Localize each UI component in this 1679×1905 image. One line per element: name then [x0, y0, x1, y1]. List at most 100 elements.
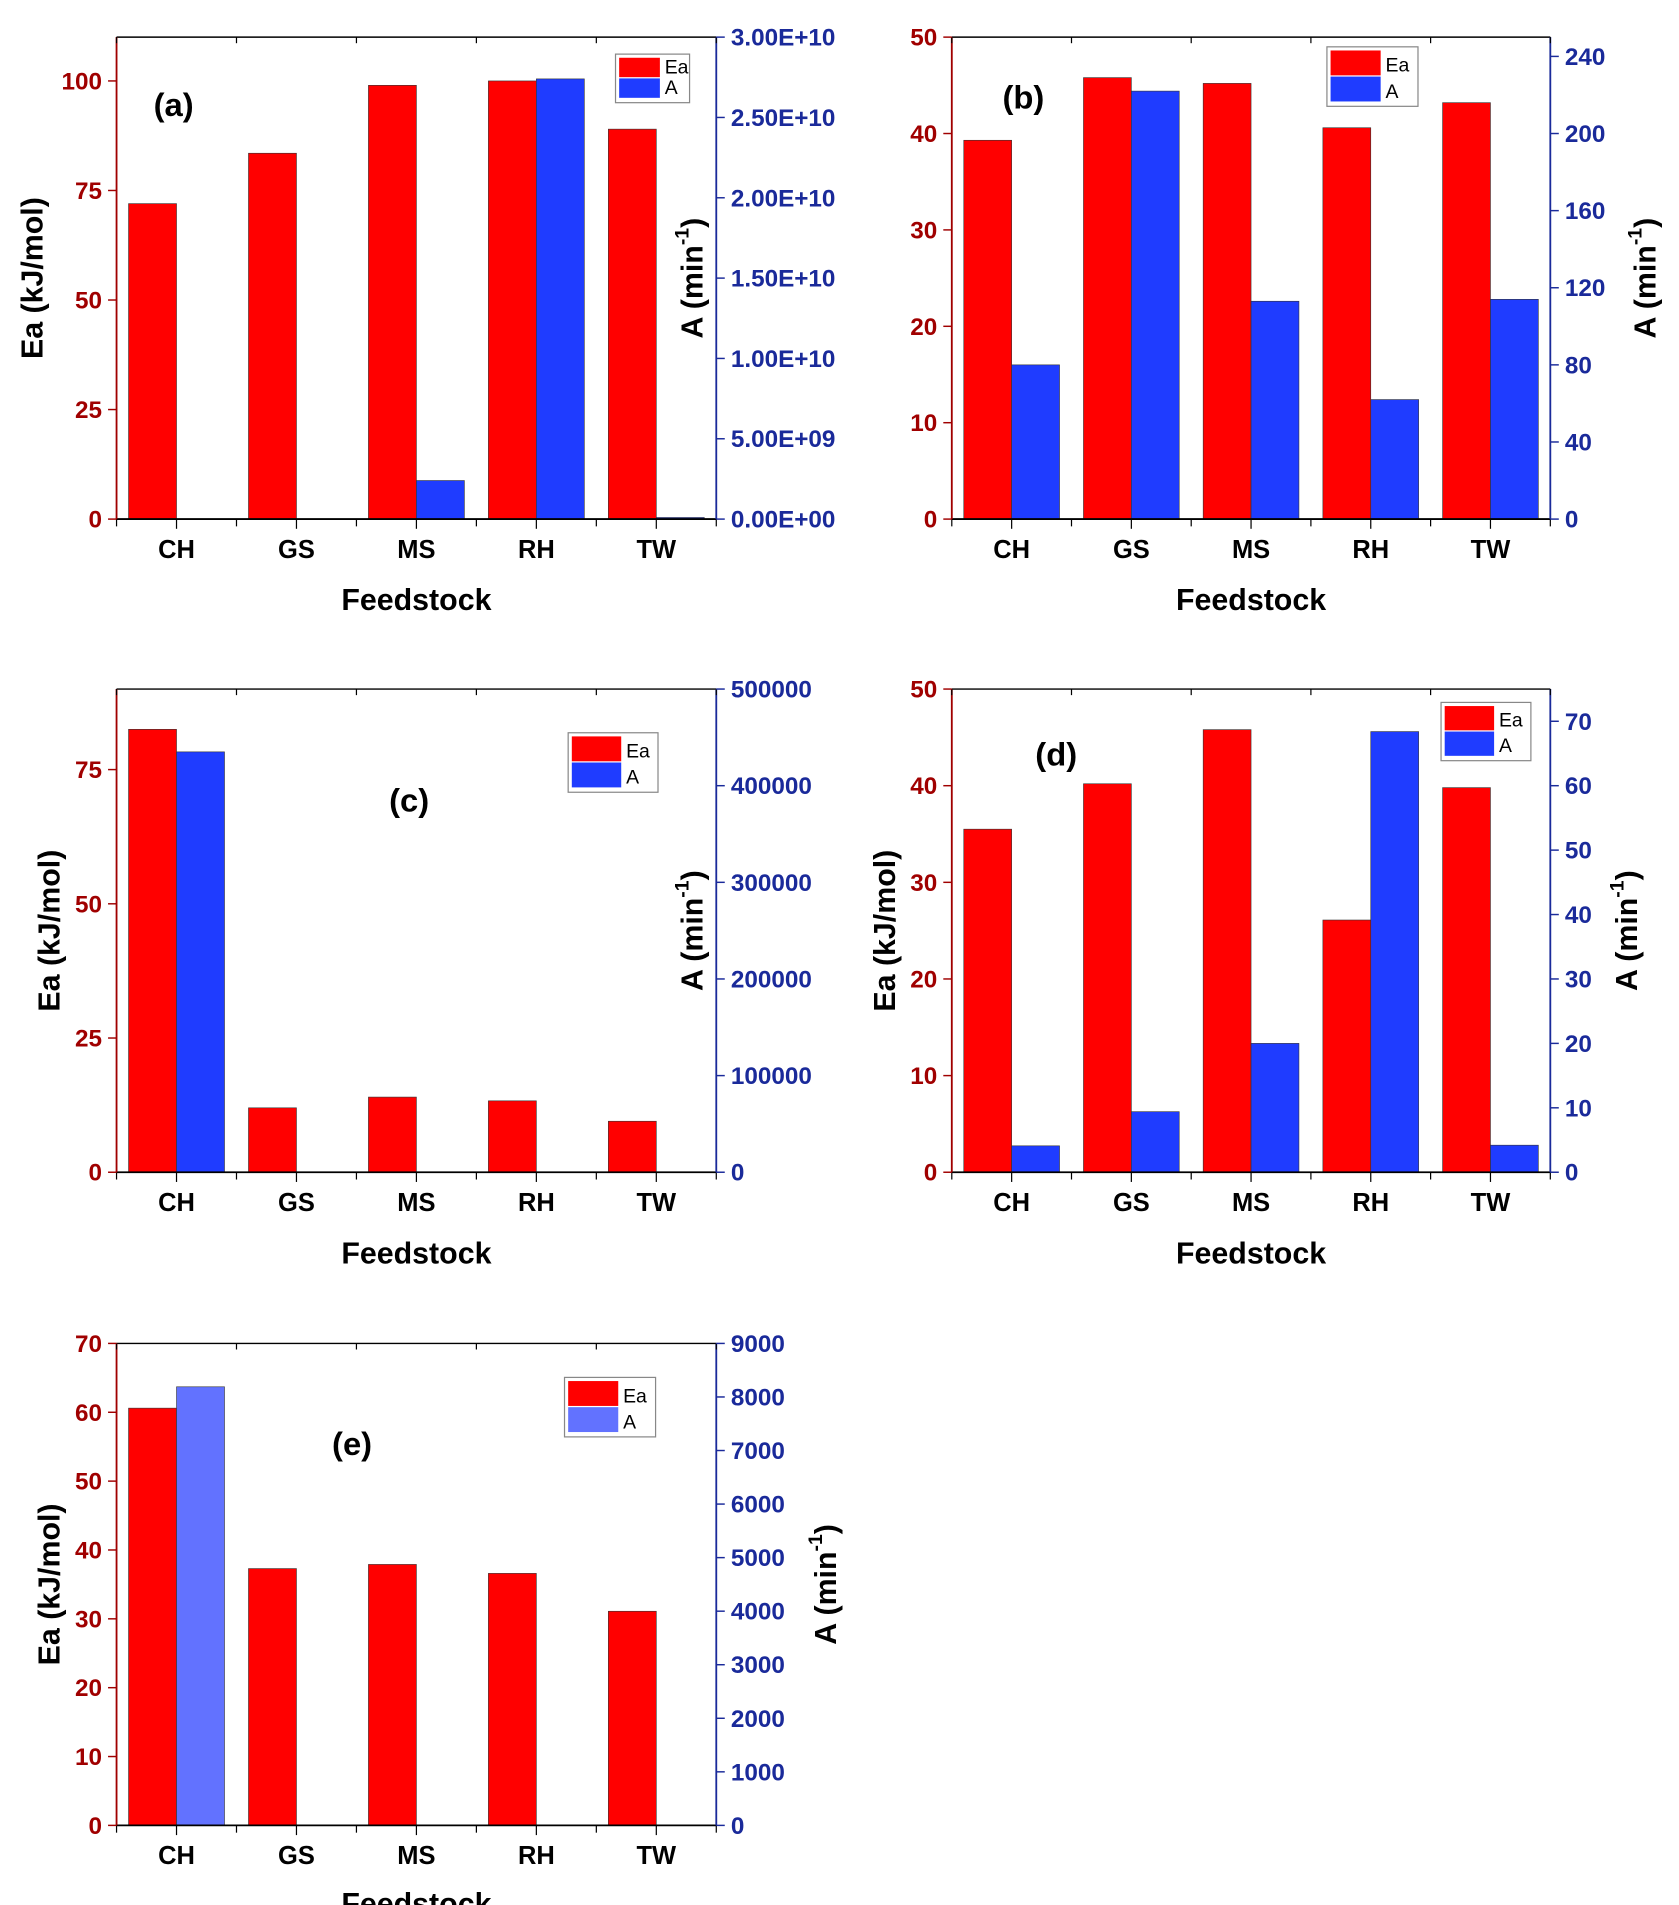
x-tick-label: TW — [636, 1189, 677, 1217]
x-axis-title: Feedstock — [341, 1888, 491, 1905]
bar-ea-rh — [1322, 919, 1372, 1173]
x-tick-label: CH — [993, 536, 1030, 564]
right-y-tick-label: 70 — [1565, 709, 1592, 736]
left-y-tick-label: 50 — [910, 25, 937, 52]
x-tick-label: TW — [636, 536, 677, 564]
right-y-tick-label: 60 — [1565, 773, 1592, 800]
left-y-tick-label: 0 — [924, 1160, 937, 1187]
left-y-tick-label: 30 — [75, 1606, 102, 1633]
bar-ea-tw — [1442, 787, 1491, 1173]
chart-panel-d: CH GS MS RH TW 0 10 20 30 40 50 0 10 20 30 40 50 60 70 Ea A (… — [869, 677, 1644, 1271]
legend: EaA — [1326, 46, 1419, 107]
left-y-tick-label: 20 — [910, 314, 937, 341]
bar-ea-ch — [128, 1407, 177, 1826]
x-tick-label: RH — [518, 1842, 555, 1870]
legend-swatch-a — [1444, 731, 1495, 756]
right-y-tick-label: 20 — [1565, 1031, 1592, 1058]
x-tick-label: MS — [397, 1842, 435, 1870]
left-y-axis-title: Ea (kJ/mol) — [34, 1503, 67, 1665]
chart-panel-e: CH GS MS RH TW 0 10 20 30 40 50 60 70 0 1000 2000 3000 40… — [34, 1331, 843, 1905]
x-tick-label: RH — [1352, 536, 1389, 564]
right-y-tick-label: 500000 — [731, 677, 812, 704]
left-y-tick-label: 10 — [75, 1744, 102, 1771]
bar-a-ch — [176, 751, 225, 1173]
bar-ea-gs — [1083, 783, 1132, 1173]
right-y-tick-label: 50 — [1565, 838, 1592, 865]
x-tick-label: RH — [1352, 1189, 1389, 1217]
legend: EaA — [614, 53, 691, 104]
right-y-tick-label: 1000 — [731, 1759, 785, 1786]
x-tick-label: MS — [397, 1189, 435, 1217]
right-y-axis-title: A (min-1) — [805, 1524, 843, 1645]
right-y-tick-label: 40 — [1565, 429, 1592, 456]
legend-label-ea: Ea — [1499, 710, 1523, 732]
right-y-tick-label: 240 — [1565, 44, 1605, 71]
legend-label-ea: Ea — [626, 741, 650, 763]
right-y-tick-label: 3.00E+10 — [731, 25, 836, 52]
bar-a-tw — [1490, 299, 1539, 520]
legend-swatch-a — [1330, 76, 1381, 102]
left-y-tick-label: 70 — [75, 1331, 102, 1358]
bar-ea-gs — [1083, 77, 1132, 520]
right-y-tick-label: 0 — [1565, 1160, 1578, 1187]
legend-swatch-ea — [571, 736, 622, 762]
bar-ea-tw — [608, 1610, 657, 1826]
left-y-tick-label: 50 — [910, 677, 937, 704]
panel-label: (e) — [332, 1425, 372, 1462]
legend-swatch-a — [619, 78, 660, 98]
left-y-axis-title: Ea (kJ/mol) — [34, 850, 67, 1012]
right-y-tick-label: 30 — [1565, 966, 1592, 993]
legend: EaA — [567, 732, 659, 793]
x-tick-label: GS — [278, 536, 315, 564]
bar-a-ch — [176, 1386, 225, 1826]
right-y-tick-label: 9000 — [731, 1331, 785, 1358]
legend: EaA — [1440, 701, 1532, 762]
x-tick-label: GS — [278, 1189, 315, 1217]
bar-ea-gs — [248, 1568, 297, 1826]
panel-label: (a) — [154, 86, 194, 123]
right-y-tick-label: 200 — [1565, 121, 1605, 148]
bar-ea-ms — [1202, 83, 1252, 520]
right-y-tick-label: 300000 — [731, 870, 812, 897]
right-y-tick-label: 0 — [731, 1813, 744, 1840]
legend-label-a: A — [1386, 81, 1399, 103]
right-y-tick-label: 200000 — [731, 966, 812, 993]
legend-swatch-ea — [619, 57, 660, 78]
x-tick-label: CH — [993, 1189, 1030, 1217]
right-y-tick-label: 1.00E+10 — [731, 346, 836, 373]
x-tick-label: TW — [636, 1842, 677, 1870]
right-y-tick-label: 3000 — [731, 1652, 785, 1679]
left-y-tick-label: 60 — [75, 1400, 102, 1427]
bar-ea-ch — [963, 139, 1012, 520]
legend-swatch-ea — [568, 1381, 619, 1406]
bar-ea-tw — [1442, 102, 1491, 520]
x-tick-label: MS — [397, 536, 435, 564]
right-y-axis-title: A (min-1) — [672, 870, 710, 991]
x-tick-label: GS — [1113, 1189, 1150, 1217]
bar-ea-ch — [128, 203, 177, 520]
right-y-tick-label: 2.50E+10 — [731, 105, 836, 132]
right-y-tick-label: 0 — [1565, 507, 1578, 534]
right-y-tick-label: 2000 — [731, 1706, 785, 1733]
bar-ea-ms — [1202, 729, 1252, 1173]
bar-ea-ms — [368, 85, 417, 520]
panel-label: (d) — [1035, 736, 1077, 773]
x-tick-label: RH — [518, 1189, 555, 1217]
right-y-tick-label: 4000 — [731, 1599, 785, 1626]
bar-a-ms — [1250, 300, 1300, 520]
bar-a-gs — [1131, 1111, 1180, 1173]
chart-panel-a: CH GS MS RH TW 0 25 50 75 100 0.00E+00 5.00E+09 1.00… — [17, 25, 836, 618]
legend: EaA — [563, 1376, 657, 1438]
legend-swatch-a — [568, 1407, 619, 1433]
chart-panel-c: CH GS MS RH TW 0 25 50 75 0 100000 200000 300000 4000… — [34, 677, 812, 1271]
legend-label-ea: Ea — [623, 1385, 647, 1407]
x-tick-label: CH — [158, 1189, 195, 1217]
x-tick-label: MS — [1232, 536, 1270, 564]
left-y-axis-title: Ea (kJ/mol) — [17, 197, 50, 359]
bar-ea-tw — [608, 128, 657, 520]
left-y-tick-label: 50 — [75, 288, 102, 315]
right-y-tick-label: 5000 — [731, 1545, 785, 1572]
bar-a-ms — [1250, 1043, 1300, 1173]
bar-a-ms — [416, 480, 465, 520]
